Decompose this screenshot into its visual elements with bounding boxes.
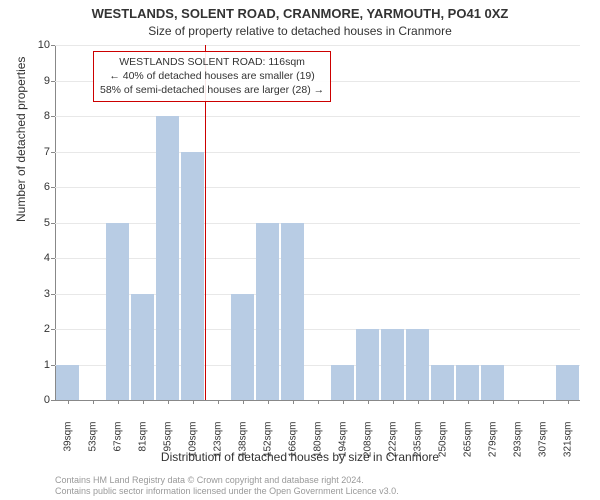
bar (281, 223, 305, 401)
y-tick-label: 2 (35, 323, 50, 335)
x-tick-mark (118, 400, 119, 404)
bar (481, 365, 505, 401)
gridline (55, 258, 580, 259)
y-tick-mark (51, 329, 55, 330)
x-tick-mark (143, 400, 144, 404)
bar (431, 365, 455, 401)
bar (256, 223, 280, 401)
x-tick-mark (343, 400, 344, 404)
y-tick-mark (51, 81, 55, 82)
x-tick-mark (193, 400, 194, 404)
y-tick-mark (51, 258, 55, 259)
y-tick-label: 10 (35, 39, 50, 51)
x-tick-mark (268, 400, 269, 404)
bar (56, 365, 80, 401)
bar (156, 116, 180, 400)
x-tick-mark (518, 400, 519, 404)
x-tick-mark (168, 400, 169, 404)
bar (456, 365, 480, 401)
footer-line-1: Contains HM Land Registry data © Crown c… (55, 475, 399, 486)
x-tick-mark (293, 400, 294, 404)
x-tick-mark (493, 400, 494, 404)
annotation-line-3: 58% of semi-detached houses are larger (… (100, 83, 324, 97)
bar (131, 294, 155, 401)
annotation-box: WESTLANDS SOLENT ROAD: 116sqm← 40% of de… (93, 51, 331, 102)
x-axis-label: Distribution of detached houses by size … (0, 450, 600, 464)
x-tick-mark (68, 400, 69, 404)
bar (106, 223, 130, 401)
chart-title: WESTLANDS, SOLENT ROAD, CRANMORE, YARMOU… (0, 6, 600, 21)
plot-area: 01234567891039sqm53sqm67sqm81sqm95sqm109… (55, 45, 580, 401)
y-tick-label: 7 (35, 146, 50, 158)
y-tick-mark (51, 294, 55, 295)
footer-line-2: Contains public sector information licen… (55, 486, 399, 497)
chart-subtitle: Size of property relative to detached ho… (0, 24, 600, 38)
y-axis-label: Number of detached properties (14, 57, 28, 222)
y-tick-label: 3 (35, 288, 50, 300)
y-tick-mark (51, 187, 55, 188)
y-tick-label: 8 (35, 110, 50, 122)
bar (406, 329, 430, 400)
gridline (55, 116, 580, 117)
bar (331, 365, 355, 401)
x-tick-mark (568, 400, 569, 404)
x-tick-mark (468, 400, 469, 404)
annotation-line-1: WESTLANDS SOLENT ROAD: 116sqm (100, 55, 324, 69)
x-tick-mark (543, 400, 544, 404)
bar (356, 329, 380, 400)
y-tick-mark (51, 45, 55, 46)
gridline (55, 187, 580, 188)
y-tick-label: 5 (35, 217, 50, 229)
x-tick-mark (443, 400, 444, 404)
annotation-line-2: ← 40% of detached houses are smaller (19… (100, 69, 324, 83)
y-tick-mark (51, 400, 55, 401)
chart-container: WESTLANDS, SOLENT ROAD, CRANMORE, YARMOU… (0, 0, 600, 500)
x-tick-mark (368, 400, 369, 404)
x-tick-mark (418, 400, 419, 404)
footer-attribution: Contains HM Land Registry data © Crown c… (55, 475, 399, 498)
x-tick-mark (243, 400, 244, 404)
bar (231, 294, 255, 401)
x-tick-mark (93, 400, 94, 404)
bar (381, 329, 405, 400)
bar (181, 152, 205, 401)
gridline (55, 45, 580, 46)
x-tick-mark (393, 400, 394, 404)
y-tick-mark (51, 365, 55, 366)
y-tick-label: 4 (35, 252, 50, 264)
x-tick-mark (318, 400, 319, 404)
y-tick-label: 9 (35, 75, 50, 87)
y-tick-mark (51, 223, 55, 224)
y-tick-mark (51, 152, 55, 153)
bar (556, 365, 580, 401)
gridline (55, 223, 580, 224)
y-tick-label: 0 (35, 394, 50, 406)
gridline (55, 152, 580, 153)
y-tick-mark (51, 116, 55, 117)
y-tick-label: 6 (35, 181, 50, 193)
y-tick-label: 1 (35, 359, 50, 371)
x-tick-mark (218, 400, 219, 404)
